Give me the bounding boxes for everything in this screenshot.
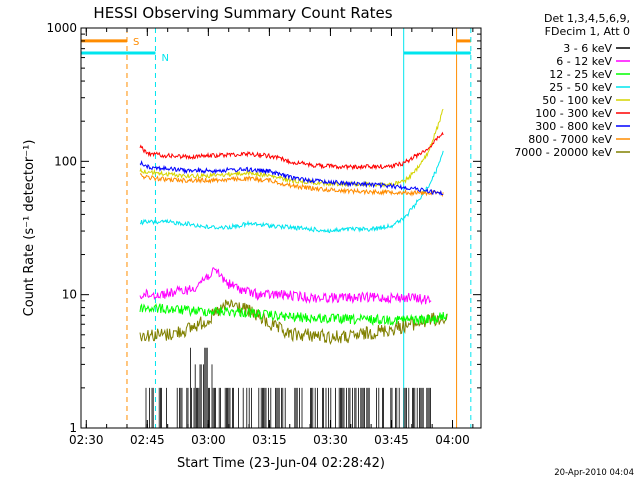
legend-entry: 50 - 100 keV — [542, 94, 612, 107]
x-tick-label: 03:45 — [374, 433, 409, 447]
series-line-2 — [139, 303, 448, 326]
y-tick-label: 10 — [62, 288, 77, 302]
x-axis-label: Start Time (23-Jun-04 02:28:42) — [177, 456, 385, 471]
series-line-5 — [139, 131, 444, 171]
series-line-8 — [139, 298, 448, 346]
legend-entry: 25 - 50 keV — [549, 81, 612, 94]
flags-layer: SN — [81, 28, 472, 428]
legend: Det 1,3,4,5,6,9,FDecim 1, Att 0 3 - 6 keV… — [514, 12, 630, 159]
legend-header: FDecim 1, Att 0 — [545, 25, 630, 38]
y-tick-label: 1 — [69, 421, 77, 435]
y-tick-label: 100 — [54, 154, 77, 168]
chart-title: HESSI Observing Summary Count Rates — [93, 4, 392, 22]
series-line-4 — [139, 108, 444, 188]
series-line-3 — [139, 150, 444, 234]
flag-label: S — [133, 37, 139, 48]
series-0-spikes — [145, 347, 431, 428]
axes-layer: 02:30 02:45 03:00 03:15 03:30 03:45 04:00 1 10 10… — [46, 21, 481, 447]
legend-entry: 300 - 800 keV — [535, 120, 612, 133]
series-line-7 — [139, 173, 444, 197]
x-tick-label: 03:00 — [191, 433, 226, 447]
legend-header: Det 1,3,4,5,6,9, — [544, 12, 630, 25]
series-line-1 — [139, 267, 432, 306]
x-tick-label: 02:30 — [69, 433, 104, 447]
x-tick-label: 04:00 — [435, 433, 470, 447]
series-layer — [139, 108, 448, 428]
y-tick-label: 1000 — [46, 21, 77, 35]
plot-frame — [80, 27, 482, 429]
legend-entry: 6 - 12 keV — [556, 55, 612, 68]
legend-entry: 100 - 300 keV — [535, 107, 612, 120]
legend-entry: 3 - 6 keV — [563, 42, 612, 55]
legend-entry: 7000 - 20000 keV — [514, 146, 612, 159]
legend-entry: 800 - 7000 keV — [528, 133, 612, 146]
x-tick-label: 03:30 — [313, 433, 348, 447]
x-tick-label: 03:15 — [252, 433, 287, 447]
y-axis-label: Count Rate (s⁻¹ detector⁻¹) — [22, 140, 37, 317]
legend-entry: 12 - 25 keV — [549, 68, 612, 81]
x-tick-label: 02:45 — [130, 433, 165, 447]
flag-label: N — [161, 53, 168, 64]
footer-date: 20-Apr-2010 04:04 — [554, 468, 634, 478]
series-line-6 — [139, 159, 444, 196]
